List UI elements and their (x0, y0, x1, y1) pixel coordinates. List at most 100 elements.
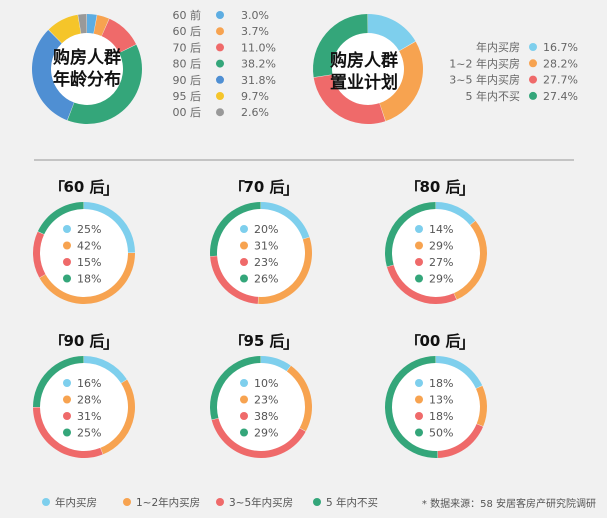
bottom-legend-item: 5 年内不买 (326, 496, 378, 509)
age-legend-value: 11.0% (241, 41, 276, 54)
plan-legend-value: 28.2% (543, 57, 578, 70)
legend-dot-icon (63, 241, 71, 250)
group-title-00: 「 00 后 」 (405, 332, 475, 352)
donut-value-label: 31% (254, 240, 278, 253)
donut-center (40, 363, 128, 451)
legend-dot-icon (415, 395, 423, 404)
donut-slice (100, 379, 136, 455)
bracket-close-icon: 」 (459, 333, 475, 352)
donut-slice (48, 14, 81, 44)
age-legend-value: 31.8% (241, 74, 276, 87)
legend-dot-icon (123, 498, 131, 506)
donut-slice (261, 356, 291, 372)
donut-0 (31, 14, 142, 124)
donut-value-label: 18% (77, 273, 101, 286)
bracket-open-icon: 「 (49, 333, 65, 352)
donut-4 (385, 202, 487, 305)
legend-dot-icon (240, 412, 248, 420)
donut-slice (84, 202, 135, 253)
legend-dot-icon (529, 91, 537, 100)
plan-legend-value: 27.7% (543, 74, 578, 87)
donut-slice (313, 14, 368, 78)
donut-7 (384, 356, 487, 459)
legend-dot-icon (240, 379, 248, 387)
donut-value-label: 14% (429, 223, 453, 236)
plan-legend-category: 年内买房 (476, 40, 520, 54)
legend-dot-icon (216, 92, 224, 100)
legend-dot-icon (415, 225, 423, 233)
age-legend-category: 80 后 (173, 58, 202, 71)
donut-center (51, 33, 123, 105)
age-legend-category: 60 后 (173, 25, 202, 38)
age-legend-value: 3.0% (241, 9, 269, 22)
bracket-open-icon: 「 (229, 333, 245, 352)
donut-6 (209, 356, 313, 459)
plan-legend-category: 3~5 年内买房 (449, 73, 520, 87)
donut-slice (209, 356, 261, 420)
donut-value-label: 18% (429, 377, 453, 390)
legend-dot-icon (216, 11, 224, 19)
bracket-open-icon: 「 (229, 179, 245, 198)
donut-slice (39, 253, 135, 304)
legend-layer: 60 前 3.0% 60 后 3.7% 70 后 11.0% 80 后 38.2% 90 后 31… (63, 8, 578, 440)
donut-value-label: 16% (77, 377, 101, 390)
donut-center (332, 33, 404, 105)
donut-slice (33, 231, 46, 278)
group-title-60: 「 60 后 」 (49, 178, 119, 198)
donut-slice (78, 14, 87, 34)
legend-dot-icon (63, 379, 71, 387)
legend-dot-icon (240, 258, 248, 266)
group-label: 90 后 (63, 332, 104, 350)
bottom-legend-item: 1~2年内买房 (136, 496, 200, 509)
legend-dot-icon (240, 241, 248, 250)
donut-slice (286, 365, 313, 432)
legend-dot-icon (240, 225, 248, 233)
donut-value-label: 28% (77, 394, 101, 407)
age-legend-category: 60 前 (173, 8, 202, 22)
legend-dot-icon (63, 274, 71, 283)
group-title-90: 「 90 后 」 (49, 332, 119, 352)
group-label: 95 后 (243, 332, 284, 350)
legend-dot-icon (415, 379, 423, 387)
bracket-close-icon: 」 (459, 179, 475, 198)
donut-value-label: 23% (254, 256, 278, 269)
donut-slice (211, 418, 306, 459)
plan-legend-value: 16.7% (543, 41, 578, 54)
donut-value-label: 23% (254, 394, 278, 407)
donut-value-label: 29% (429, 240, 453, 253)
bottom-legend-item: 3~5年内买房 (229, 496, 293, 509)
donut-value-label: 15% (77, 256, 101, 269)
donut-slice (261, 202, 310, 240)
donut-value-label: 27% (429, 256, 453, 269)
age-chart-title-line2: 年龄分布 (53, 69, 121, 90)
data-source-note: * 数据来源：58 安居客房产研究院调研 (422, 497, 596, 510)
donut-value-label: 31% (77, 410, 101, 423)
legend-dot-icon (63, 225, 71, 233)
legend-dot-icon (216, 43, 224, 52)
group-label: 80 后 (419, 178, 460, 196)
bottom-legend-item: 年内买房 (55, 496, 97, 509)
plan-legend-value: 27.4% (543, 90, 578, 103)
donut-value-label: 25% (77, 223, 101, 236)
donut-slice (386, 265, 457, 305)
group-label: 70 后 (243, 178, 284, 196)
legend-dot-icon (216, 75, 224, 84)
group-legend-3: 20% 31% 23% 26% (240, 223, 278, 286)
age-legend-value: 3.7% (241, 25, 269, 38)
donut-slice (384, 356, 438, 459)
bracket-open-icon: 「 (49, 179, 65, 198)
donut-slice (437, 423, 484, 458)
donut-value-label: 13% (429, 394, 453, 407)
age-legend-value: 38.2% (241, 58, 276, 71)
donut-slice (37, 202, 84, 235)
legend-dot-icon (529, 59, 537, 68)
group-label: 00 后 (419, 332, 460, 350)
plan-chart-title-line2: 置业计划 (330, 72, 398, 93)
donut-center (392, 209, 480, 297)
legend-dot-icon (216, 108, 224, 117)
donut-3 (210, 202, 312, 305)
donut-value-label: 25% (77, 427, 101, 440)
legend-dot-icon (63, 428, 71, 437)
age-legend-value: 2.6% (241, 106, 269, 119)
age-legend-category: 95 后 (173, 90, 202, 103)
